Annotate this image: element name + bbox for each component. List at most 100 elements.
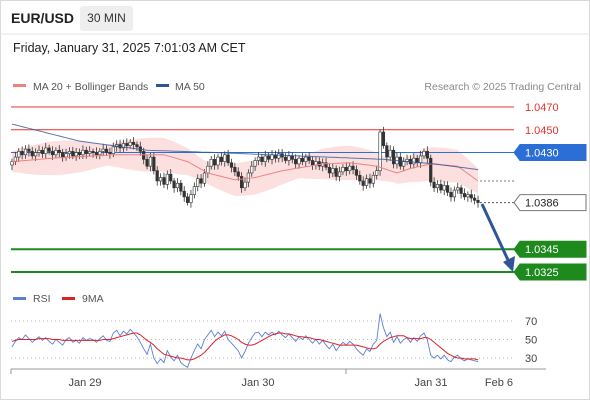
candle	[128, 139, 132, 149]
candle	[307, 152, 311, 164]
candle-body	[331, 168, 335, 174]
candle-body	[364, 178, 369, 186]
candle-body	[391, 149, 396, 165]
candle	[226, 149, 230, 166]
candle-body	[246, 172, 250, 183]
candle-body	[84, 149, 88, 154]
candle	[381, 126, 386, 149]
candle-body	[473, 197, 477, 201]
candle-body	[169, 173, 173, 182]
candle-body	[74, 152, 78, 157]
candle	[378, 129, 382, 176]
forecast-arrow	[480, 203, 515, 272]
candle-body	[158, 177, 163, 182]
candle-body	[128, 141, 132, 146]
x-label-feb6: Feb 6	[485, 377, 513, 389]
chart-header: EUR/USD 30 MIN	[0, 0, 590, 36]
candle	[142, 147, 146, 165]
ma50-line	[11, 123, 479, 171]
candle	[202, 169, 207, 187]
candle	[469, 189, 473, 203]
candle-body	[260, 156, 264, 162]
candle	[294, 154, 298, 169]
candle-body	[216, 156, 220, 166]
candle	[442, 180, 446, 196]
candle	[310, 156, 315, 170]
candle-body	[304, 156, 308, 162]
candle-body	[334, 168, 338, 177]
candle	[27, 144, 31, 157]
candle	[37, 145, 41, 157]
candle	[57, 145, 61, 158]
candle-body	[267, 155, 271, 160]
candle	[50, 146, 55, 160]
candle	[435, 180, 440, 193]
candle	[30, 146, 34, 159]
rsi-legend: RSI 9MA	[13, 293, 104, 305]
candle	[125, 138, 129, 151]
candle	[341, 164, 345, 176]
candle	[94, 147, 99, 159]
ma9-legend-label: 9MA	[82, 293, 104, 305]
candle-body	[358, 174, 362, 182]
candle	[77, 148, 82, 160]
candle-body	[385, 145, 389, 158]
candle-body	[226, 154, 230, 164]
candle	[88, 146, 92, 157]
interval-selector[interactable]: 30 MIN	[80, 6, 133, 31]
candle-body	[381, 131, 386, 146]
candle-body	[476, 200, 480, 203]
candle	[189, 189, 193, 208]
candle-body	[351, 165, 355, 170]
candle-body	[368, 178, 372, 184]
candle	[327, 163, 332, 179]
candle	[74, 147, 78, 161]
candle	[371, 171, 375, 188]
moving-averages	[11, 123, 479, 182]
candle-body	[256, 156, 261, 161]
candle-body	[233, 167, 237, 173]
candle-body	[402, 161, 406, 167]
candle-body	[77, 152, 82, 156]
candle	[449, 187, 453, 202]
candle-body	[155, 170, 159, 182]
candle-body	[179, 182, 183, 192]
candle-body	[388, 149, 392, 158]
candle	[361, 176, 365, 191]
candle-body	[378, 131, 382, 172]
candle-body	[432, 181, 436, 189]
candle	[348, 162, 352, 175]
candle-body	[361, 180, 365, 186]
rsi-legend-swatch	[13, 297, 26, 300]
candle	[182, 186, 186, 202]
candle	[334, 165, 338, 181]
candle	[429, 154, 433, 187]
candle-body	[88, 151, 92, 154]
candle	[476, 195, 480, 208]
candle	[199, 173, 203, 189]
candle-body	[182, 190, 186, 198]
candle-body	[81, 149, 85, 156]
candle	[473, 194, 477, 205]
candle-body	[165, 173, 169, 185]
candle-body	[277, 153, 281, 159]
candle	[364, 174, 369, 189]
candle-body	[40, 149, 44, 154]
candle	[162, 172, 166, 189]
candle-body	[307, 156, 311, 161]
candle-body	[324, 162, 328, 168]
candle-body	[142, 151, 146, 160]
copyright-text: Research © 2025 Trading Central	[424, 81, 581, 93]
candle	[165, 170, 169, 190]
candle	[297, 155, 301, 169]
candle	[300, 153, 305, 166]
candle-body	[429, 157, 433, 183]
rsi-line	[11, 313, 479, 368]
candle	[358, 170, 362, 185]
rsi-tick-30: 30	[525, 353, 537, 365]
candle-body	[64, 153, 68, 158]
candle-body	[152, 156, 156, 172]
candle-body	[185, 196, 190, 203]
candle	[277, 149, 281, 163]
